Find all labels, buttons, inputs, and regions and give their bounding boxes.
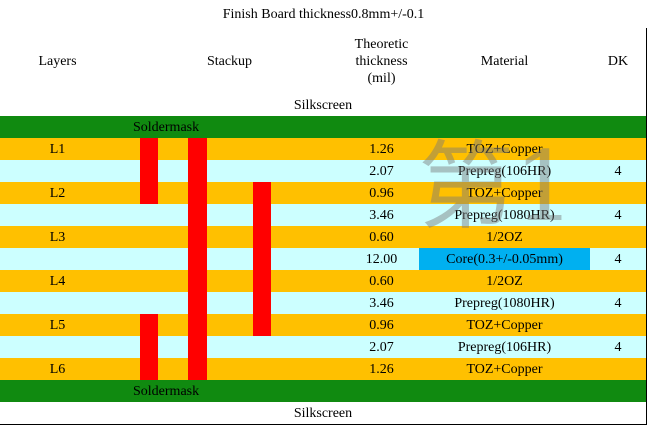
header-cell: Theoretic thickness (mil) (344, 28, 420, 96)
dk-cell (590, 314, 647, 337)
thickness-cell: 3.46 (344, 292, 420, 315)
plating-bar (140, 314, 158, 380)
silkscreen-row: Silkscreen (0, 95, 647, 117)
material-cell: Prepreg(1080HR) (419, 204, 591, 227)
thickness-cell: 3.46 (344, 204, 420, 227)
title: Finish Board thickness0.8mm+/-0.1 (0, 0, 647, 29)
stackup-cell (115, 226, 345, 249)
layer-cell: L2 (0, 182, 116, 205)
thickness-cell: 0.60 (344, 226, 420, 249)
layer-cell: L1 (0, 138, 116, 161)
thickness-cell: 2.07 (344, 336, 420, 359)
watermark: 第1 (418, 131, 576, 243)
soldermask-cell (0, 380, 116, 403)
dk-cell (590, 358, 647, 381)
header-cell: Stackup (115, 28, 345, 96)
thickness-cell: 12.00 (344, 248, 420, 271)
soldermask-cell (590, 380, 647, 403)
layer-cell (0, 204, 116, 227)
soldermask-cell: Soldermask (115, 116, 345, 139)
soldermask-cell (344, 380, 420, 403)
layer-cell: L6 (0, 358, 116, 381)
stackup-cell (115, 292, 345, 315)
plating-bar (253, 182, 271, 336)
layer-cell: L3 (0, 226, 116, 249)
stackup-cell (115, 270, 345, 293)
soldermask-cell (344, 116, 420, 139)
material-cell: TOZ+Copper (419, 358, 591, 381)
layer-cell: L5 (0, 314, 116, 337)
thickness-cell: 2.07 (344, 160, 420, 183)
layer-cell (0, 248, 116, 271)
thickness-cell: 0.96 (344, 182, 420, 205)
dk-cell: 4 (590, 248, 647, 271)
layer-cell (0, 336, 116, 359)
thickness-cell: 1.26 (344, 358, 420, 381)
header-cell: Material (419, 28, 591, 96)
thickness-cell: 1.26 (344, 138, 420, 161)
material-cell: 1/2OZ (419, 270, 591, 293)
dk-cell: 4 (590, 160, 647, 183)
header-cell: DK (590, 28, 647, 96)
header-cell: Layers (0, 28, 116, 96)
stackup-cell (115, 248, 345, 271)
thickness-cell: 0.60 (344, 270, 420, 293)
layer-cell (0, 160, 116, 183)
dk-cell (590, 138, 647, 161)
material-cell: Prepreg(106HR) (419, 336, 591, 359)
material-cell: Prepreg(1080HR) (419, 292, 591, 315)
soldermask-cell (419, 380, 591, 403)
soldermask-cell (590, 116, 647, 139)
dk-cell (590, 226, 647, 249)
dk-cell (590, 182, 647, 205)
layer-cell: L4 (0, 270, 116, 293)
stackup-cell (115, 204, 345, 227)
thickness-cell: 0.96 (344, 314, 420, 337)
plating-bar (188, 138, 207, 380)
layer-cell (0, 292, 116, 315)
soldermask-cell: Soldermask (115, 380, 345, 403)
dk-cell (590, 270, 647, 293)
dk-cell: 4 (590, 336, 647, 359)
soldermask-cell (0, 116, 116, 139)
plating-bar (140, 138, 158, 204)
material-cell: TOZ+Copper (419, 314, 591, 337)
dk-cell: 4 (590, 292, 647, 315)
silkscreen-row: Silkscreen (0, 402, 647, 425)
material-cell: Core(0.3+/-0.05mm) (419, 248, 591, 271)
dk-cell: 4 (590, 204, 647, 227)
